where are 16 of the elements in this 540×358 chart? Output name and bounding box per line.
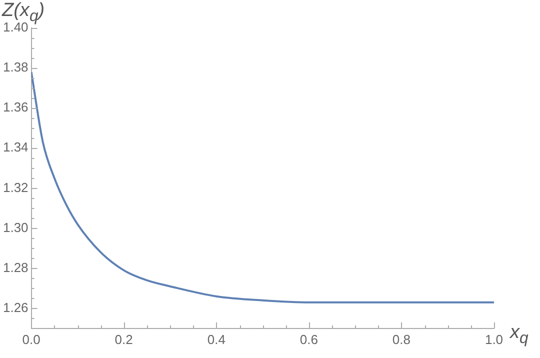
y-tick-label: 1.26 (2, 300, 28, 315)
y-tick-label: 1.40 (2, 20, 28, 35)
y-tick-label: 1.30 (2, 220, 28, 235)
x-tick-label: 0.0 (22, 332, 40, 347)
x-axis-title: x$_{q}$ (510, 322, 528, 348)
x-tick-label: 0.8 (392, 332, 410, 347)
y-tick-label: 1.28 (2, 260, 28, 275)
line-series (31, 71, 494, 304)
y-tick-label: 1.32 (2, 180, 28, 195)
x-tick-label: 0.2 (114, 332, 133, 347)
y-tick-label: 1.34 (2, 140, 28, 155)
x-tick-label: 0.4 (207, 332, 226, 347)
y-tick-label: 1.38 (2, 60, 28, 75)
x-tick-label: 0.6 (300, 332, 318, 347)
x-tick-label: 1.0 (484, 332, 504, 347)
y-tick-label: 1.36 (2, 100, 28, 115)
